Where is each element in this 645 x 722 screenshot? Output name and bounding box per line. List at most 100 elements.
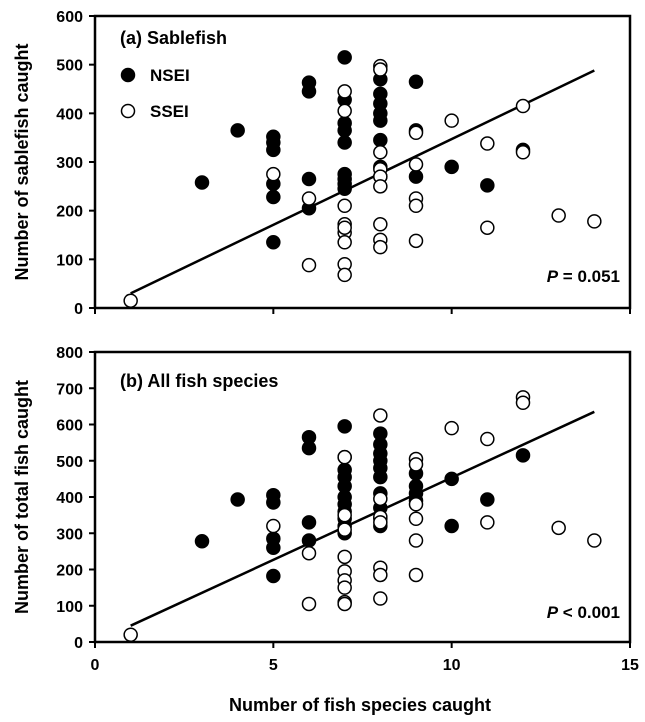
point-nsei (515, 448, 531, 463)
point-nsei (266, 235, 281, 250)
data-points (123, 390, 602, 642)
x-axis-tick-labels: 0 5 10 15 (91, 657, 639, 674)
point-nsei (266, 568, 281, 584)
point-ssei (480, 220, 495, 235)
p-value-annotation: P = 0.051 (547, 267, 620, 286)
point-ssei (337, 596, 352, 612)
point-ssei (337, 449, 352, 465)
point-nsei (408, 74, 424, 89)
point-ssei (480, 136, 495, 151)
legend-marker-nsei (120, 67, 136, 83)
point-ssei (373, 179, 388, 194)
point-nsei (266, 142, 281, 158)
y-tick-label: 0 (74, 635, 83, 652)
y-axis-tick-labels: 0 100 200 300 400 500 600 (56, 9, 83, 318)
point-ssei (123, 627, 138, 642)
point-ssei (266, 518, 281, 534)
point-ssei (337, 220, 352, 235)
point-ssei (373, 591, 388, 606)
point-ssei (301, 191, 317, 206)
point-ssei (337, 103, 352, 119)
point-ssei (480, 431, 495, 447)
point-ssei (301, 596, 317, 612)
p-value-text: < 0.001 (558, 603, 620, 622)
point-ssei (444, 420, 459, 436)
p-value-text: = 0.051 (558, 267, 620, 286)
y-tick-label: 200 (56, 563, 83, 580)
p-value-symbol: P (547, 267, 559, 286)
y-axis-title: Number of sablefish caught (12, 43, 32, 280)
point-ssei (408, 125, 424, 141)
point-nsei (301, 533, 317, 548)
point-nsei (266, 189, 281, 205)
x-tick-label: 15 (621, 657, 639, 674)
y-tick-label: 100 (56, 252, 83, 269)
point-ssei (515, 395, 531, 410)
point-ssei (337, 267, 352, 283)
point-ssei (337, 549, 352, 565)
point-nsei (194, 533, 210, 549)
point-nsei (230, 123, 245, 138)
point-nsei (230, 492, 245, 507)
point-nsei (373, 132, 388, 148)
p-value-symbol: P (547, 603, 559, 622)
data-points (123, 50, 602, 308)
point-ssei (373, 515, 388, 530)
panel-a-sablefish: 0 100 200 300 400 500 600 Number of sablefish … (12, 9, 632, 318)
point-ssei (373, 491, 388, 507)
point-ssei (408, 511, 424, 526)
point-ssei (301, 257, 317, 273)
y-tick-label: 300 (56, 526, 83, 543)
point-nsei (266, 540, 281, 555)
point-ssei (408, 533, 424, 548)
x-tick-label: 10 (443, 657, 461, 674)
point-ssei (337, 84, 352, 99)
point-nsei (373, 469, 388, 485)
point-ssei (587, 533, 602, 548)
point-nsei (337, 181, 352, 197)
point-nsei (301, 515, 317, 530)
point-nsei (301, 171, 317, 187)
y-tick-label: 500 (56, 454, 83, 471)
y-tick-label: 100 (56, 599, 83, 616)
y-tick-label: 800 (56, 345, 83, 362)
point-nsei (337, 123, 352, 138)
point-ssei (408, 457, 424, 472)
point-ssei (373, 217, 388, 232)
point-nsei (373, 113, 388, 128)
point-ssei (515, 145, 531, 160)
point-nsei (444, 471, 459, 487)
legend-marker-ssei (120, 103, 136, 119)
point-ssei (480, 515, 495, 530)
point-nsei (337, 419, 352, 434)
x-tick-label: 0 (91, 657, 100, 674)
point-ssei (266, 166, 281, 182)
point-ssei (337, 507, 352, 523)
point-ssei (337, 522, 352, 537)
legend-label-ssei: SSEI (150, 102, 189, 121)
panel-title: (b) All fish species (120, 371, 278, 391)
y-tick-label: 400 (56, 490, 83, 507)
legend: NSEI SSEI (120, 66, 190, 121)
x-axis-title: Number of fish species caught (229, 695, 491, 715)
x-axis-ticks (94, 642, 631, 648)
point-nsei (194, 175, 210, 190)
panel-title: (a) Sablefish (120, 28, 227, 48)
panel-b-all-fish-species: 0 100 200 300 400 500 600 700 800 0 5 10 15 Number … (12, 345, 639, 715)
point-ssei (373, 239, 388, 255)
point-ssei (408, 233, 424, 249)
p-value-annotation: P < 0.001 (547, 603, 620, 622)
point-ssei (444, 113, 459, 128)
y-tick-label: 300 (56, 155, 83, 172)
y-tick-label: 600 (56, 418, 83, 435)
point-ssei (373, 408, 388, 423)
point-ssei (337, 580, 352, 595)
point-nsei (444, 518, 459, 534)
point-nsei (301, 84, 317, 99)
point-nsei (444, 159, 459, 175)
point-ssei (337, 198, 352, 214)
y-tick-label: 200 (56, 204, 83, 221)
point-nsei (266, 495, 281, 510)
point-ssei (551, 520, 566, 536)
